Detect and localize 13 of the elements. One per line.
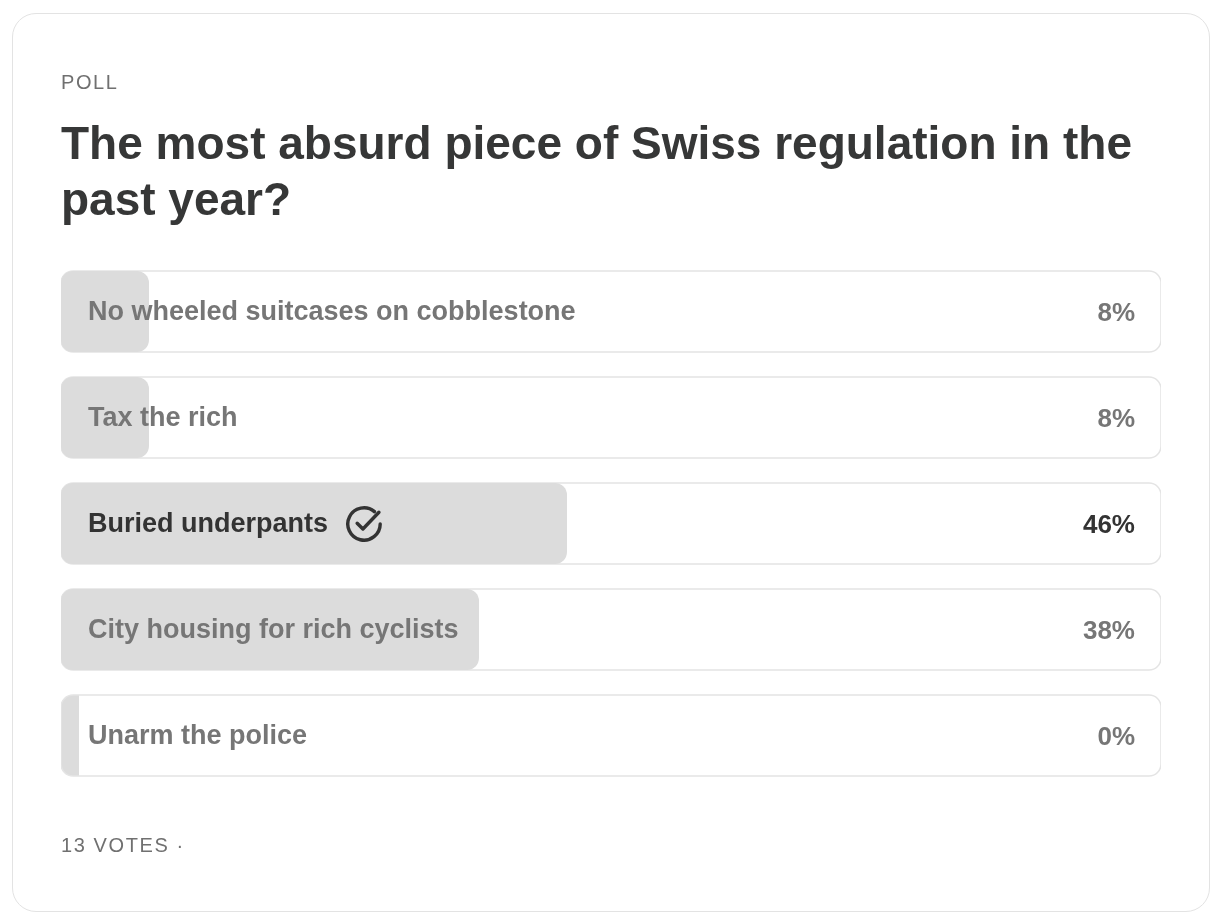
y-tick-label: No wheeled suitcases on cobblestone bbox=[88, 296, 576, 327]
data-label: 46% bbox=[1082, 508, 1135, 539]
y-tick-label: Unarm the police bbox=[88, 720, 308, 751]
data-label: 8% bbox=[1097, 296, 1135, 327]
chart-title: The most absurd piece of Swiss regulation in the past year? bbox=[61, 117, 1132, 225]
text: POLL bbox=[61, 71, 119, 93]
y-tick-label: Buried underpants bbox=[88, 508, 329, 539]
text: 13 VOTES · bbox=[61, 834, 185, 856]
data-label: 0% bbox=[1097, 720, 1135, 751]
y-tick-label: City housing for rich cyclists bbox=[88, 614, 459, 645]
y-tick-label: Tax the rich bbox=[88, 402, 238, 433]
data-label: 8% bbox=[1097, 402, 1135, 433]
data-label: 38% bbox=[1082, 614, 1135, 645]
